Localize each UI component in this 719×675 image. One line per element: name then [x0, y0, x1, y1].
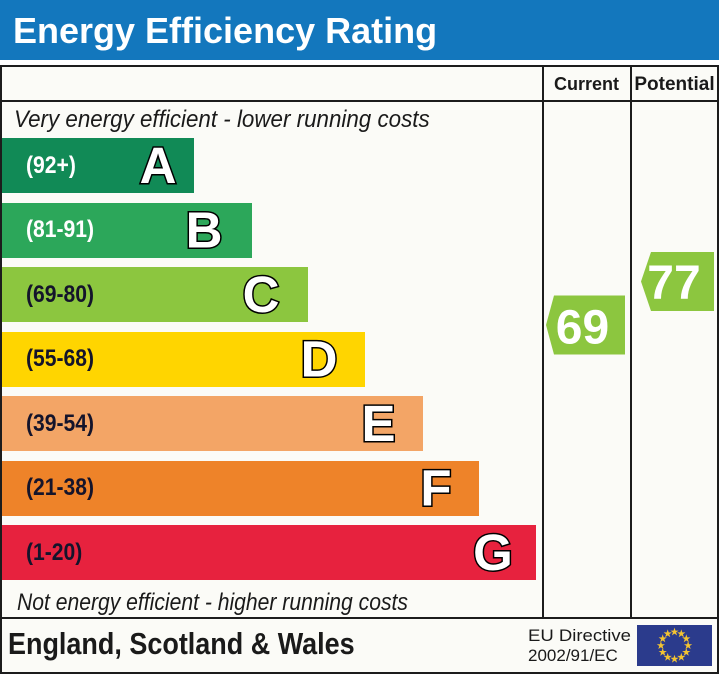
svg-text:E: E	[361, 395, 395, 452]
svg-text:C: C	[243, 266, 280, 323]
svg-text:F: F	[420, 460, 451, 517]
svg-text:G: G	[473, 524, 513, 581]
svg-text:A: A	[140, 137, 177, 194]
svg-text:B: B	[186, 202, 223, 259]
svg-text:69: 69	[556, 302, 609, 355]
svg-text:D: D	[301, 331, 338, 388]
svg-text:77: 77	[647, 257, 700, 310]
